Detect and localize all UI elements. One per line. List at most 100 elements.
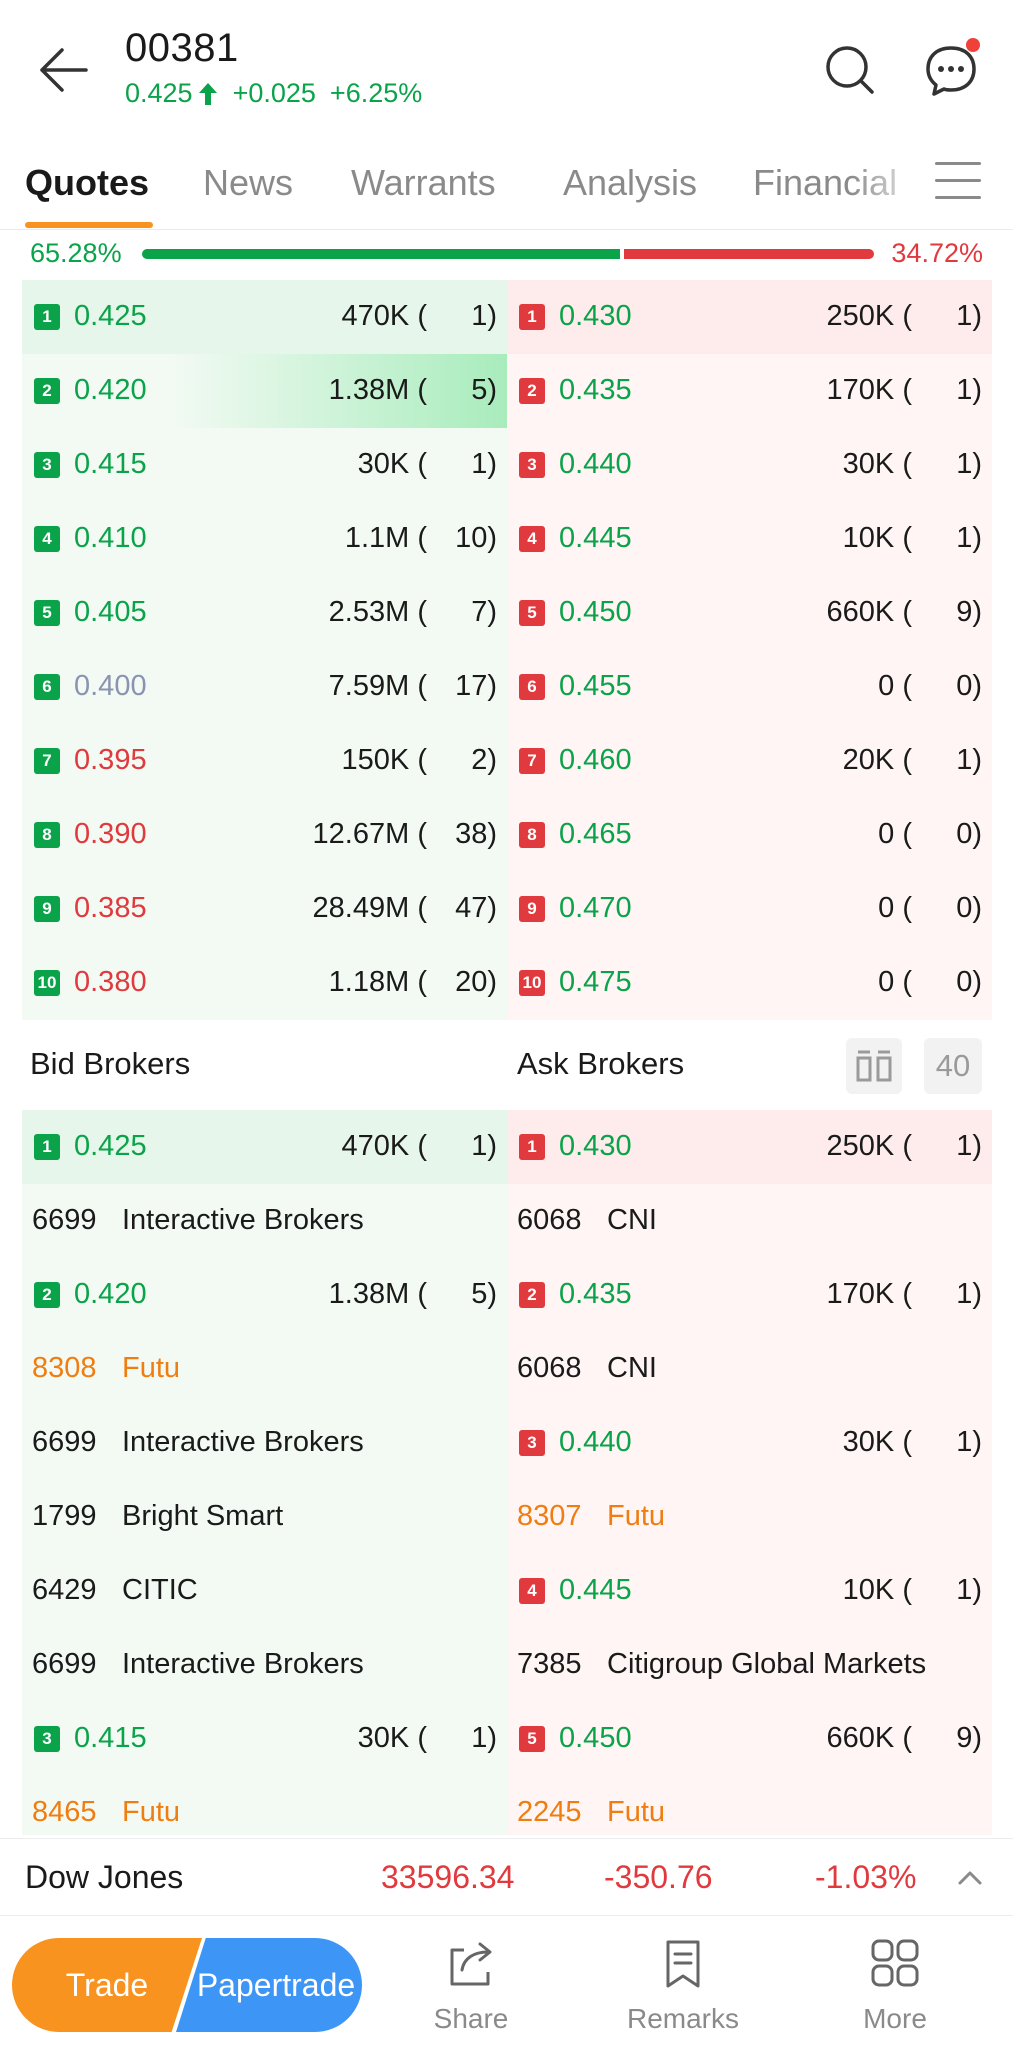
notification-dot: [966, 38, 980, 52]
broker-row[interactable]: 6429 CITIC: [22, 1554, 507, 1628]
broker-level-row[interactable]: 4 0.445 10K (1): [507, 1554, 992, 1628]
order-count: 1): [956, 744, 982, 776]
bid-level-row[interactable]: 6 0.400 7.59M (17): [22, 650, 507, 724]
level-badge: 3: [34, 452, 60, 478]
up-arrow-icon: [198, 82, 217, 105]
broker-row[interactable]: 7385 Citigroup Global Markets: [507, 1628, 992, 1702]
papertrade-button[interactable]: Papertrade: [176, 1938, 362, 2032]
ask-level-row[interactable]: 3 0.440 30K (1): [507, 428, 992, 502]
broker-name: Interactive Brokers: [122, 1648, 364, 1680]
bid-level-row[interactable]: 9 0.385 28.49M (47): [22, 872, 507, 946]
price-value: 0.460: [559, 744, 632, 776]
volume-value: 12.67M (: [312, 818, 427, 850]
bid-level-row[interactable]: 1 0.425 470K (1): [22, 280, 507, 354]
broker-row[interactable]: 2245 Futu: [507, 1776, 992, 1835]
bid-brokers-title: Bid Brokers: [30, 1046, 191, 1081]
level-badge: 7: [34, 748, 60, 774]
ask-level-row[interactable]: 6 0.455 0 (0): [507, 650, 992, 724]
bid-level-row[interactable]: 10 0.380 1.18M (20): [22, 946, 507, 1020]
bid-level-row[interactable]: 8 0.390 12.67M (38): [22, 798, 507, 872]
broker-level-row[interactable]: 1 0.430 250K (1): [507, 1110, 992, 1184]
share-button[interactable]: Share: [411, 1936, 531, 2046]
price-value: 0.420: [74, 374, 147, 406]
ratio-bar-ask: [623, 249, 874, 259]
volume-value: 30K (: [842, 448, 912, 480]
search-button[interactable]: [820, 40, 880, 100]
index-change-pct: -1.03%: [815, 1859, 917, 1895]
broker-row[interactable]: 6068 CNI: [507, 1184, 992, 1258]
broker-id: 8465: [32, 1796, 97, 1828]
broker-row[interactable]: 8465 Futu: [22, 1776, 507, 1835]
broker-name: CITIC: [122, 1574, 198, 1606]
back-button[interactable]: [34, 40, 94, 100]
broker-level-row[interactable]: 5 0.450 660K (9): [507, 1702, 992, 1776]
broker-count-button[interactable]: 40: [924, 1038, 982, 1094]
tab-quotes[interactable]: Quotes: [25, 162, 150, 203]
broker-row[interactable]: 6699 Interactive Brokers: [22, 1628, 507, 1702]
broker-id: 6699: [32, 1204, 97, 1236]
order-book-row: 5 0.405 2.53M (7) 5 0.450 660K (9): [22, 576, 992, 650]
price-value: 0.430: [559, 300, 632, 332]
volume-value: 2.53M (: [328, 596, 427, 628]
broker-row[interactable]: 6068 CNI: [507, 1332, 992, 1406]
ask-level-row[interactable]: 4 0.445 10K (1): [507, 502, 992, 576]
broker-row[interactable]: 8308 Futu: [22, 1332, 507, 1406]
order-count: 1): [956, 448, 982, 480]
price-value: 0.445: [559, 522, 632, 554]
order-book-row: 8 0.390 12.67M (38) 8 0.465 0 (0): [22, 798, 992, 872]
columns-toggle-button[interactable]: [846, 1038, 902, 1094]
volume-value: 250K (: [826, 1130, 912, 1162]
index-ticker-bar[interactable]: Dow Jones 33596.34 -350.76 -1.03%: [0, 1838, 1013, 1916]
bid-level-row[interactable]: 3 0.415 30K (1): [22, 428, 507, 502]
ask-level-row[interactable]: 5 0.450 660K (9): [507, 576, 992, 650]
order-count: 0): [956, 892, 982, 924]
ask-broker-column: 1 0.430 250K (1) 6068 CNI 2 0.435 170K (1) 6068 C…: [507, 1110, 992, 1835]
bid-level-row[interactable]: 5 0.405 2.53M (7): [22, 576, 507, 650]
ask-level-row[interactable]: 1 0.430 250K (1): [507, 280, 992, 354]
broker-level-row[interactable]: 3 0.415 30K (1): [22, 1702, 507, 1776]
tab-menu-button[interactable]: [935, 162, 981, 206]
volume-value: 250K (: [826, 300, 912, 332]
broker-level-row[interactable]: 1 0.425 470K (1): [22, 1110, 507, 1184]
tab-fade: [850, 140, 930, 228]
bid-level-row[interactable]: 2 0.420 1.38M (5): [22, 354, 507, 428]
broker-row[interactable]: 6699 Interactive Brokers: [22, 1406, 507, 1480]
ask-level-row[interactable]: 8 0.465 0 (0): [507, 798, 992, 872]
ask-level-row[interactable]: 7 0.460 20K (1): [507, 724, 992, 798]
price-value: 0.420: [74, 1278, 147, 1310]
ask-ratio: 34.72%: [891, 238, 983, 268]
order-count: 5): [471, 1278, 497, 1310]
bid-level-row[interactable]: 4 0.410 1.1M (10): [22, 502, 507, 576]
brokers-header: Bid Brokers Ask Brokers 40: [0, 1024, 1013, 1110]
broker-row[interactable]: 8307 Futu: [507, 1480, 992, 1554]
ask-level-row[interactable]: 10 0.475 0 (0): [507, 946, 992, 1020]
broker-level-row[interactable]: 2 0.435 170K (1): [507, 1258, 992, 1332]
broker-row[interactable]: 1799 Bright Smart: [22, 1480, 507, 1554]
tab-news[interactable]: News: [203, 162, 294, 203]
price-value: 0.435: [559, 1278, 632, 1310]
ask-level-row[interactable]: 2 0.435 170K (1): [507, 354, 992, 428]
broker-id: 6699: [32, 1648, 97, 1680]
broker-row[interactable]: 6699 Interactive Brokers: [22, 1184, 507, 1258]
messages-button[interactable]: [920, 38, 982, 100]
last-price: 0.425: [125, 78, 193, 108]
order-count: 17): [455, 670, 497, 702]
broker-name: CNI: [607, 1204, 657, 1236]
broker-id: 1799: [32, 1500, 97, 1532]
price-value: 0.385: [74, 892, 147, 924]
chevron-up-icon[interactable]: [955, 1863, 985, 1893]
remarks-button[interactable]: Remarks: [623, 1936, 743, 2046]
order-count: 1): [471, 300, 497, 332]
broker-level-row[interactable]: 3 0.440 30K (1): [507, 1406, 992, 1480]
ask-level-row[interactable]: 9 0.470 0 (0): [507, 872, 992, 946]
trade-button[interactable]: Trade: [12, 1938, 202, 2032]
order-count: 1): [956, 522, 982, 554]
broker-name: CNI: [607, 1352, 657, 1384]
more-button[interactable]: More: [835, 1936, 955, 2046]
broker-level-row[interactable]: 2 0.420 1.38M (5): [22, 1258, 507, 1332]
bid-level-row[interactable]: 7 0.395 150K (2): [22, 724, 507, 798]
tab-analysis[interactable]: Analysis: [563, 162, 698, 203]
level-badge: 6: [519, 674, 545, 700]
tab-warrants[interactable]: Warrants: [351, 162, 496, 203]
volume-value: 0 (: [878, 818, 912, 850]
